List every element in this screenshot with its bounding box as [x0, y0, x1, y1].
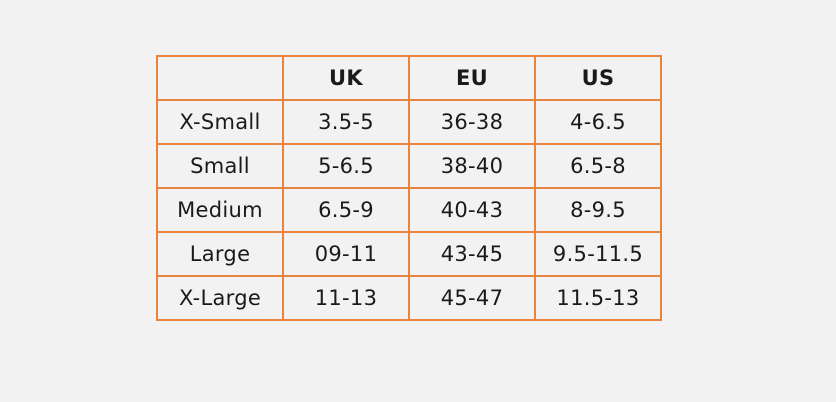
- us-size-cell: 6.5-8: [534, 143, 662, 189]
- header-row: UK EU US: [156, 55, 662, 101]
- eu-size-cell: 40-43: [408, 187, 536, 233]
- header-eu: EU: [408, 55, 536, 101]
- header-us: US: [534, 55, 662, 101]
- header-uk: UK: [282, 55, 410, 101]
- table-row: X-Large 11-13 45-47 11.5-13: [156, 275, 662, 321]
- us-size-cell: 4-6.5: [534, 99, 662, 145]
- size-label-cell: X-Large: [156, 275, 284, 321]
- eu-size-cell: 38-40: [408, 143, 536, 189]
- size-chart-table: UK EU US X-Small 3.5-5 36-38 4-6.5 Small…: [156, 55, 662, 321]
- uk-size-cell: 6.5-9: [282, 187, 410, 233]
- us-size-cell: 8-9.5: [534, 187, 662, 233]
- table-row: X-Small 3.5-5 36-38 4-6.5: [156, 99, 662, 145]
- uk-size-cell: 3.5-5: [282, 99, 410, 145]
- size-label-cell: Small: [156, 143, 284, 189]
- table-row: Small 5-6.5 38-40 6.5-8: [156, 143, 662, 189]
- uk-size-cell: 5-6.5: [282, 143, 410, 189]
- size-label-cell: Large: [156, 231, 284, 277]
- us-size-cell: 11.5-13: [534, 275, 662, 321]
- table-row: Large 09-11 43-45 9.5-11.5: [156, 231, 662, 277]
- table-row: Medium 6.5-9 40-43 8-9.5: [156, 187, 662, 233]
- eu-size-cell: 36-38: [408, 99, 536, 145]
- size-label-cell: X-Small: [156, 99, 284, 145]
- eu-size-cell: 45-47: [408, 275, 536, 321]
- us-size-cell: 9.5-11.5: [534, 231, 662, 277]
- uk-size-cell: 11-13: [282, 275, 410, 321]
- uk-size-cell: 09-11: [282, 231, 410, 277]
- eu-size-cell: 43-45: [408, 231, 536, 277]
- size-label-cell: Medium: [156, 187, 284, 233]
- header-corner-cell: [156, 55, 284, 101]
